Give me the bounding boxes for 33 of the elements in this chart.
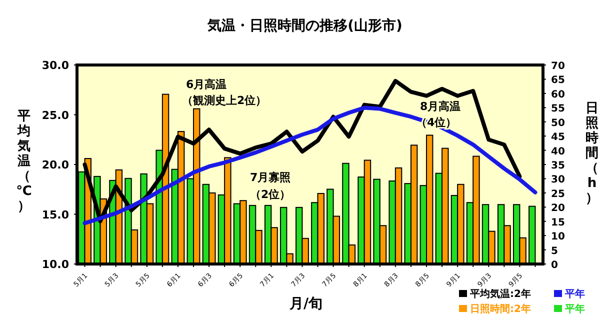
annotation: （観測史上2位） [182, 94, 267, 107]
y2-tick-label: 55 [551, 104, 565, 115]
y2-tick-label: 35 [551, 160, 565, 172]
annotation: 7月寡照 [250, 171, 291, 184]
annotation: 8月高温 [420, 100, 461, 113]
annotation: （2位） [250, 188, 291, 201]
y-tick-label: 30.0 [42, 59, 70, 72]
y2-tick-label: 50 [551, 118, 565, 129]
y2-tick-label: 40 [551, 146, 565, 158]
y2-tick-label: 10 [551, 232, 565, 243]
y2-tick-label: 15 [551, 217, 565, 228]
y-tick-label: 20.0 [42, 158, 70, 172]
x-axis-title: 月/旬 [288, 296, 323, 312]
legend-label: 平年 [564, 288, 585, 300]
y-tick-label: 25.0 [42, 108, 70, 122]
y2-tick-label: 30 [551, 174, 565, 186]
y2-tick-label: 60 [551, 89, 565, 100]
y2-tick-label: 25 [551, 188, 565, 200]
chart-title: 気温・日照時間の推移(山形市) [206, 17, 402, 34]
y2-tick-label: 45 [551, 132, 565, 144]
legend-label: 日照時間:2年 [470, 303, 531, 315]
y-tick-label: 10.0 [42, 258, 70, 271]
y2-tick-label: 5 [551, 246, 558, 257]
y2-tick-label: 20 [551, 203, 565, 214]
y2-axis-title: 日照時間（h） [586, 101, 598, 206]
y2-tick-label: 0 [551, 260, 558, 271]
y2-tick-label: 70 [551, 61, 565, 72]
y2-tick-label: 65 [551, 75, 565, 86]
annotation: 6月高温 [186, 78, 227, 91]
legend-label: 平年 [564, 303, 585, 315]
y-axis-title: 平均気温（℃） [16, 109, 32, 214]
legend-label: 平均気温:2年 [469, 288, 531, 300]
y-tick-label: 15.0 [42, 208, 70, 222]
